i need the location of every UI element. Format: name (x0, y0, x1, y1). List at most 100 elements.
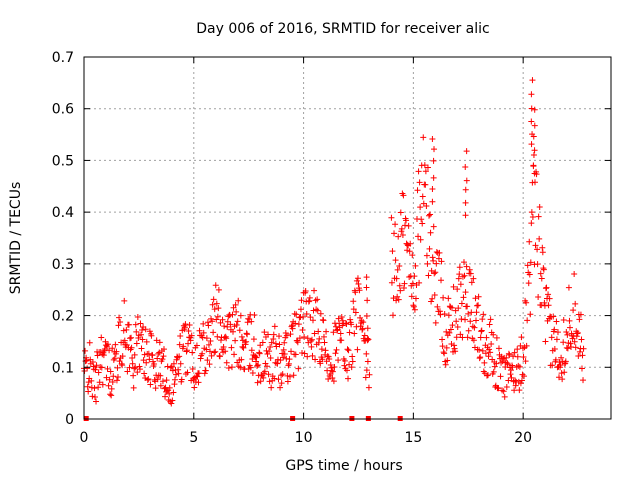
data-point (322, 351, 329, 358)
data-point (256, 350, 263, 357)
data-point (296, 335, 303, 342)
x-axis-label: GPS time / hours (285, 458, 402, 474)
data-point (203, 335, 210, 342)
data-point (350, 298, 357, 305)
data-point (553, 336, 560, 343)
data-point (311, 330, 318, 337)
data-point (531, 122, 538, 129)
data-point (311, 287, 318, 294)
data-point (343, 367, 350, 374)
data-point (214, 313, 221, 320)
y-tick-label: 0.3 (52, 257, 74, 273)
data-point (186, 322, 193, 329)
data-point (301, 333, 308, 340)
data-point (178, 376, 185, 383)
data-point (205, 322, 212, 329)
data-point (454, 324, 461, 331)
data-point (429, 135, 436, 142)
data-point (168, 400, 175, 407)
data-point (92, 366, 99, 373)
data-point (260, 374, 267, 381)
data-point (558, 370, 565, 377)
data-point (145, 376, 152, 383)
data-point (131, 351, 138, 358)
data-point (524, 262, 531, 269)
data-point (82, 358, 89, 365)
y-tick-label: 0.1 (52, 360, 74, 376)
data-point (332, 350, 339, 357)
data-point (572, 344, 579, 351)
data-point (392, 257, 399, 264)
data-point (487, 349, 494, 356)
data-point (424, 164, 431, 171)
data-point (308, 336, 315, 343)
data-point (248, 318, 255, 325)
data-point (141, 370, 148, 377)
data-point (277, 384, 284, 391)
data-point (302, 288, 309, 295)
data-point (500, 388, 507, 395)
data-point (119, 353, 126, 360)
data-point (136, 366, 143, 373)
data-point (237, 364, 244, 371)
data-point (111, 355, 118, 362)
data-point (453, 334, 460, 341)
data-point (242, 341, 249, 348)
data-point (479, 347, 486, 354)
data-point (328, 364, 335, 371)
data-point (487, 316, 494, 323)
data-point (463, 148, 470, 155)
data-point (284, 372, 291, 379)
data-point (576, 348, 583, 355)
data-point (278, 380, 285, 387)
data-point (114, 373, 121, 380)
data-point (331, 364, 338, 371)
data-point (569, 335, 576, 342)
data-point (121, 297, 128, 304)
data-point (490, 331, 497, 338)
data-point (389, 312, 396, 319)
data-point (105, 341, 112, 348)
data-point (282, 329, 289, 336)
data-point (493, 360, 500, 367)
data-point (286, 373, 293, 380)
data-point (470, 337, 477, 344)
data-point (564, 331, 571, 338)
data-point (304, 353, 311, 360)
data-point (135, 334, 142, 341)
data-point (289, 325, 296, 332)
data-point (490, 368, 497, 375)
data-point (166, 390, 173, 397)
data-point (534, 246, 541, 253)
data-point (177, 333, 184, 340)
data-point (295, 365, 302, 372)
data-point (536, 203, 543, 210)
data-point (341, 362, 348, 369)
data-point (440, 294, 447, 301)
data-point (450, 283, 457, 290)
axis-ticks (83, 56, 611, 420)
data-point (488, 341, 495, 348)
data-point (205, 341, 212, 348)
data-point (208, 352, 215, 359)
data-point (355, 280, 362, 287)
data-point (109, 378, 116, 385)
data-point (528, 141, 535, 148)
data-point (531, 147, 538, 154)
data-point (357, 314, 364, 321)
data-point (86, 339, 93, 346)
data-point (511, 349, 518, 356)
data-point (422, 181, 429, 188)
data-point (388, 279, 395, 286)
data-point (317, 310, 324, 317)
data-point (157, 382, 164, 389)
data-point (535, 294, 542, 301)
data-point (412, 295, 419, 302)
data-point (110, 373, 117, 380)
data-point (530, 133, 537, 140)
data-point (560, 317, 567, 324)
data-point (477, 334, 484, 341)
data-point (364, 325, 371, 332)
data-point (549, 362, 556, 369)
